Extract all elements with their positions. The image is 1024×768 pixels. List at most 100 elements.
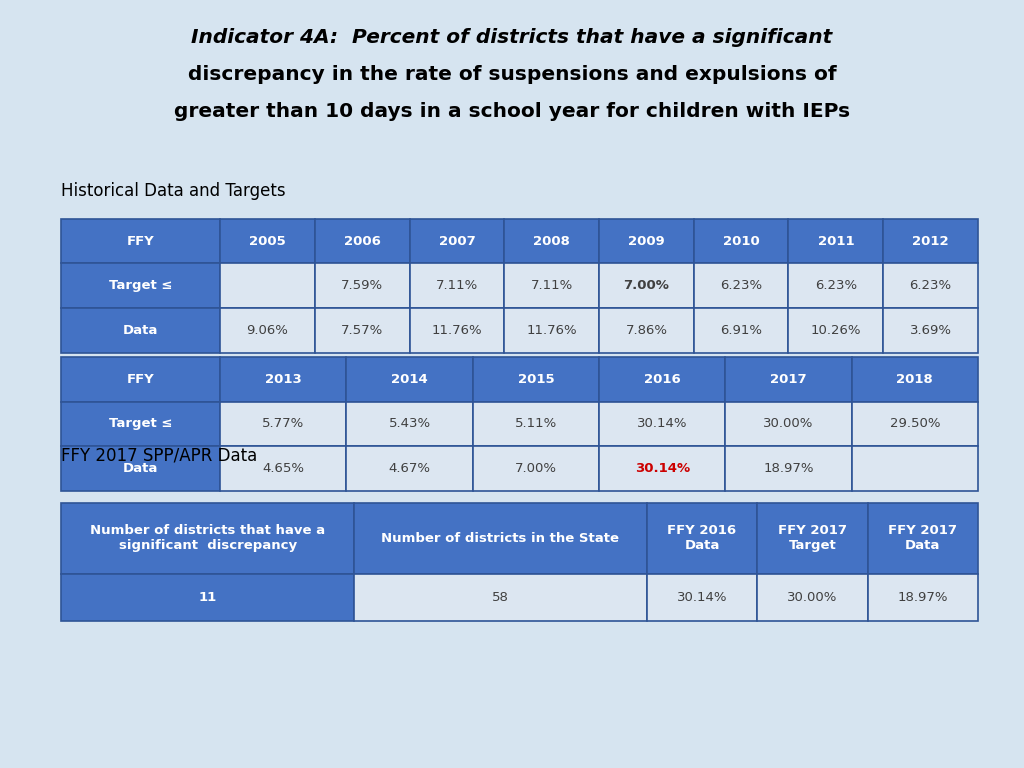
Text: 4.65%: 4.65% xyxy=(262,462,304,475)
Text: 2012: 2012 xyxy=(912,235,949,247)
Bar xyxy=(410,219,505,263)
Text: FFY 2017
Target: FFY 2017 Target xyxy=(778,525,847,552)
Bar xyxy=(884,308,978,353)
Bar xyxy=(599,357,725,402)
Bar xyxy=(61,574,354,621)
Bar xyxy=(505,219,599,263)
Text: 7.11%: 7.11% xyxy=(436,280,478,292)
Text: Target ≤: Target ≤ xyxy=(109,280,173,292)
Text: 29.50%: 29.50% xyxy=(890,418,940,430)
Bar xyxy=(788,308,884,353)
Bar xyxy=(694,219,788,263)
Bar xyxy=(757,503,867,574)
Bar xyxy=(220,263,315,308)
Text: Data: Data xyxy=(123,462,159,475)
Text: 5.11%: 5.11% xyxy=(515,418,557,430)
Text: FFY: FFY xyxy=(127,235,155,247)
Text: 30.14%: 30.14% xyxy=(637,418,687,430)
Bar xyxy=(867,503,978,574)
Bar xyxy=(61,263,220,308)
Bar xyxy=(505,308,599,353)
Text: 3.69%: 3.69% xyxy=(909,324,951,336)
Text: 2006: 2006 xyxy=(344,235,381,247)
Text: 30.00%: 30.00% xyxy=(763,418,814,430)
Bar xyxy=(220,402,346,446)
Text: 7.00%: 7.00% xyxy=(624,280,670,292)
Text: 30.14%: 30.14% xyxy=(635,462,690,475)
Bar xyxy=(410,308,505,353)
Bar xyxy=(852,357,978,402)
Text: Number of districts in the State: Number of districts in the State xyxy=(382,532,620,545)
Bar xyxy=(725,402,852,446)
Bar xyxy=(346,357,473,402)
Text: 58: 58 xyxy=(493,591,509,604)
Bar xyxy=(61,308,220,353)
Text: 2016: 2016 xyxy=(644,373,681,386)
Text: 9.06%: 9.06% xyxy=(247,324,289,336)
Text: 30.14%: 30.14% xyxy=(677,591,727,604)
Bar xyxy=(315,308,410,353)
Text: 2013: 2013 xyxy=(265,373,302,386)
Text: Target ≤: Target ≤ xyxy=(109,418,173,430)
Text: 2015: 2015 xyxy=(517,373,554,386)
Bar xyxy=(599,446,725,491)
Text: 5.77%: 5.77% xyxy=(262,418,304,430)
Bar xyxy=(473,446,599,491)
Bar xyxy=(599,263,694,308)
Text: 2009: 2009 xyxy=(628,235,665,247)
Bar xyxy=(852,402,978,446)
Text: 7.11%: 7.11% xyxy=(530,280,572,292)
Text: 6.23%: 6.23% xyxy=(815,280,857,292)
Bar xyxy=(61,357,220,402)
Bar xyxy=(884,263,978,308)
Text: 2005: 2005 xyxy=(249,235,286,247)
Text: FFY 2016
Data: FFY 2016 Data xyxy=(668,525,736,552)
Bar xyxy=(473,357,599,402)
Bar xyxy=(788,219,884,263)
Text: Historical Data and Targets: Historical Data and Targets xyxy=(61,182,286,200)
Text: 6.23%: 6.23% xyxy=(909,280,951,292)
Bar xyxy=(410,263,505,308)
Bar xyxy=(694,308,788,353)
Bar xyxy=(315,263,410,308)
Text: 2007: 2007 xyxy=(438,235,475,247)
Bar xyxy=(61,402,220,446)
Text: 6.91%: 6.91% xyxy=(720,324,762,336)
Text: 30.00%: 30.00% xyxy=(787,591,838,604)
Text: 7.86%: 7.86% xyxy=(626,324,668,336)
Text: Number of districts that have a
significant  discrepancy: Number of districts that have a signific… xyxy=(90,525,326,552)
Bar xyxy=(599,402,725,446)
Bar xyxy=(647,574,757,621)
Text: 2010: 2010 xyxy=(723,235,760,247)
Bar xyxy=(505,263,599,308)
Text: 11.76%: 11.76% xyxy=(526,324,577,336)
Text: 2014: 2014 xyxy=(391,373,428,386)
Bar xyxy=(315,219,410,263)
Bar xyxy=(220,308,315,353)
Text: 18.97%: 18.97% xyxy=(763,462,814,475)
Bar xyxy=(61,503,354,574)
Bar xyxy=(220,446,346,491)
Bar xyxy=(473,402,599,446)
Bar xyxy=(346,402,473,446)
Text: FFY 2017 SPP/APR Data: FFY 2017 SPP/APR Data xyxy=(61,447,258,465)
Bar xyxy=(346,446,473,491)
Bar xyxy=(757,574,867,621)
Bar xyxy=(788,263,884,308)
Text: FFY 2017
Data: FFY 2017 Data xyxy=(888,525,957,552)
Bar xyxy=(694,263,788,308)
Text: 6.23%: 6.23% xyxy=(720,280,762,292)
Bar xyxy=(354,574,647,621)
Text: 11.76%: 11.76% xyxy=(432,324,482,336)
Text: 10.26%: 10.26% xyxy=(811,324,861,336)
Text: 18.97%: 18.97% xyxy=(897,591,948,604)
Bar xyxy=(725,446,852,491)
Bar xyxy=(599,308,694,353)
Bar xyxy=(220,357,346,402)
Text: 2017: 2017 xyxy=(770,373,807,386)
Text: 4.67%: 4.67% xyxy=(388,462,431,475)
Text: 7.57%: 7.57% xyxy=(341,324,383,336)
Text: 2008: 2008 xyxy=(534,235,570,247)
Bar xyxy=(61,219,220,263)
Text: 5.43%: 5.43% xyxy=(388,418,431,430)
